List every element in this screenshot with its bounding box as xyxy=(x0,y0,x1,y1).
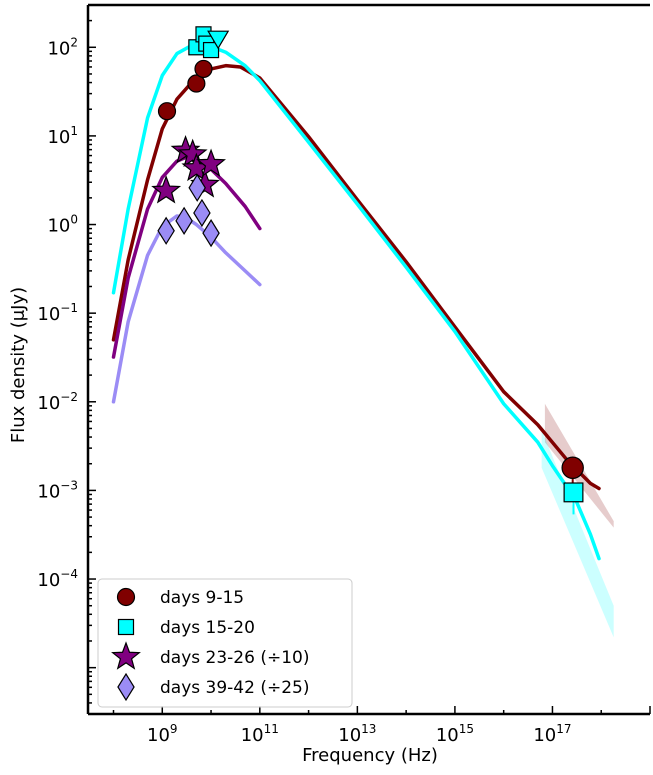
legend-box xyxy=(97,578,353,708)
data-point-days-39-42-25 xyxy=(157,216,175,245)
x-axis-label: Frequency (Hz) xyxy=(302,745,438,766)
x-tick-label: 1017 xyxy=(533,722,571,746)
y-tick-label: 10−1 xyxy=(37,301,78,325)
y-tick-label: 102 xyxy=(47,35,78,59)
legend-marker-days-9-15 xyxy=(116,587,136,607)
data-point-days-9-15 xyxy=(157,102,177,121)
y-axis-label: Flux density (μJy) xyxy=(8,287,29,443)
x-tick-label: 109 xyxy=(147,722,178,746)
data-point-days-39-42-25 xyxy=(202,218,220,248)
data-point-days-9-15 xyxy=(561,456,584,480)
legend-marker-days-39-42-25 xyxy=(117,672,135,702)
band-days-15-20 xyxy=(541,430,614,638)
legend-label-days-9-15: days 9-15 xyxy=(160,588,244,608)
legend-marker-days-23-26-10 xyxy=(111,641,141,670)
data-point-days-15-20 xyxy=(563,482,584,503)
data-point-days-39-42-25 xyxy=(193,198,211,228)
y-tick-label: 10−3 xyxy=(37,478,78,502)
upper-limit-days-15-20 xyxy=(207,30,230,50)
axes: 109 1011 1013 1015 1017 10−4 10−3 10−2 10−1 100 10… xyxy=(37,3,651,746)
data-point-days-23-26-10 xyxy=(151,175,182,204)
data-point-days-23-26-10 xyxy=(196,148,226,177)
data-points xyxy=(151,26,584,515)
legend-label-days-23-26-10: days 23-26 (÷10) xyxy=(160,648,309,668)
legend-label-days-39-42-25: days 39-42 (÷25) xyxy=(160,678,309,698)
data-point-days-9-15 xyxy=(194,59,213,79)
y-tick-label: 100 xyxy=(47,213,78,237)
legend: days 9-15 days 15-20 days 23-26 (÷10) days … xyxy=(97,578,353,708)
model-curve-days-23-26-10 xyxy=(111,155,262,359)
y-tick-label: 10−4 xyxy=(37,567,78,591)
x-tick-label: 1013 xyxy=(338,722,376,746)
legend-marker-days-15-20 xyxy=(117,618,135,636)
data-point-days-39-42-25 xyxy=(188,173,206,202)
y-tick-label: 101 xyxy=(47,124,78,148)
data-point-days-9-15 xyxy=(187,74,206,93)
data-point-days-39-42-25 xyxy=(175,206,193,236)
y-tick-label: 10−2 xyxy=(37,390,78,414)
data-point-days-15-20 xyxy=(202,41,220,59)
x-tick-label: 1011 xyxy=(241,722,279,746)
legend-label-days-15-20: days 15-20 xyxy=(160,618,255,638)
data-point-days-23-26-10 xyxy=(177,138,208,168)
x-tick-label: 1015 xyxy=(436,722,474,746)
model-curve-days-15-20 xyxy=(111,42,601,561)
